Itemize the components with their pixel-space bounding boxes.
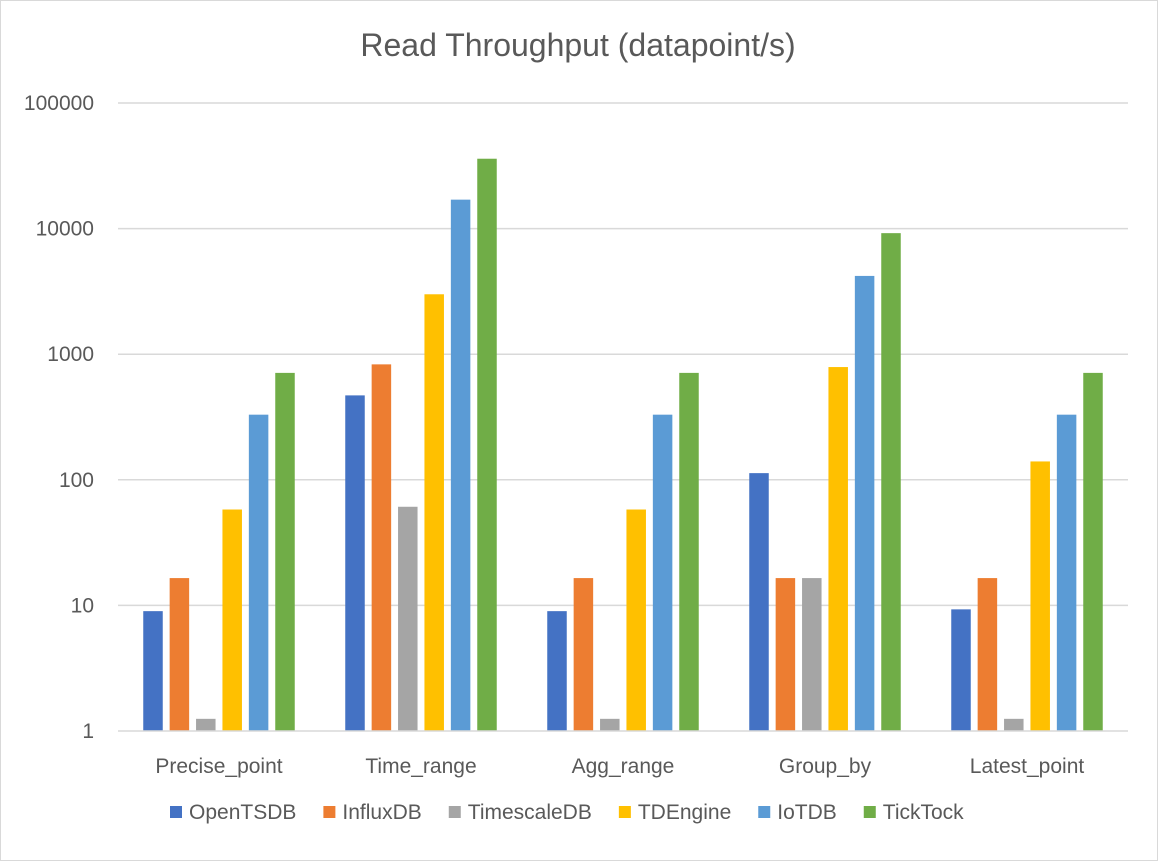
legend-label: IoTDB [777, 801, 837, 824]
legend-label: TickTock [883, 801, 964, 824]
legend-swatch-influxdb [323, 806, 336, 818]
y-tick-label: 100000 [24, 92, 94, 115]
bar-iotdb-group_by [854, 275, 875, 731]
x-tick-label: Agg_range [572, 755, 675, 778]
legend-swatch-ticktock [863, 806, 876, 818]
legend-swatch-tdengine [618, 806, 631, 818]
x-tick-label: Latest_point [970, 755, 1085, 778]
y-tick-label: 1 [82, 720, 94, 743]
y-tick-label: 1000 [47, 343, 94, 366]
bar-opentsdb-latest_point [951, 609, 971, 731]
legend-swatch-iotdb [758, 806, 771, 818]
bar-opentsdb-group_by [749, 473, 769, 731]
x-axis-labels: Precise_point Time_range Agg_range Group_by… [155, 755, 1084, 778]
bar-ticktock-time_range [477, 158, 497, 732]
bar-timescaledb-latest_point [1004, 718, 1024, 731]
bar-ticktock-group_by [881, 233, 901, 731]
y-tick-label: 100 [59, 469, 94, 492]
legend-swatch-opentsdb [170, 806, 182, 818]
bar-ticktock-latest_point [1083, 372, 1103, 731]
bar-tdengine-group_by [828, 367, 848, 731]
bar-opentsdb-agg_range [547, 611, 567, 731]
bar-influxdb-precise_point [169, 578, 190, 731]
legend-swatch-timescaledb [448, 806, 461, 818]
bar-iotdb-agg_range [652, 414, 673, 731]
legend-label: InfluxDB [342, 801, 421, 824]
bar-timescaledb-time_range [398, 506, 418, 731]
chart-title: Read Throughput (datapoint/s) [360, 27, 795, 63]
x-tick-label: Time_range [365, 755, 476, 778]
bar-opentsdb-time_range [345, 395, 365, 731]
x-tick-label: Precise_point [155, 755, 282, 778]
legend-label: TimescaleDB [468, 801, 592, 824]
x-tick-label: Group_by [779, 755, 872, 778]
y-tick-label: 10 [71, 594, 94, 617]
bar-iotdb-precise_point [248, 414, 269, 731]
bar-tdengine-time_range [424, 294, 444, 731]
bar-timescaledb-agg_range [600, 718, 620, 731]
bar-ticktock-agg_range [679, 372, 699, 731]
bar-opentsdb-precise_point [143, 611, 163, 731]
gridlines [118, 102, 1128, 607]
bar-ticktock-precise_point [275, 372, 295, 731]
bar-iotdb-time_range [450, 199, 471, 731]
bar-influxdb-latest_point [977, 578, 998, 731]
bar-tdengine-precise_point [222, 509, 242, 731]
bar-iotdb-latest_point [1056, 414, 1077, 731]
bar-timescaledb-group_by [802, 578, 822, 731]
bar-tdengine-latest_point [1030, 461, 1050, 731]
y-tick-label: 10000 [36, 218, 94, 241]
legend: OpenTSDB InfluxDB TimescaleDB TDEngine IoTDB… [170, 801, 964, 824]
bar-tdengine-agg_range [626, 509, 646, 731]
bar-timescaledb-precise_point [196, 718, 216, 731]
bar-influxdb-group_by [775, 578, 796, 731]
bars [143, 158, 1103, 732]
legend-label: OpenTSDB [189, 801, 296, 824]
bar-influxdb-time_range [371, 364, 392, 731]
y-axis-ticks: 1 10 100 1000 10000 100000 [24, 92, 94, 743]
bar-influxdb-agg_range [573, 578, 594, 731]
legend-label: TDEngine [638, 801, 731, 824]
